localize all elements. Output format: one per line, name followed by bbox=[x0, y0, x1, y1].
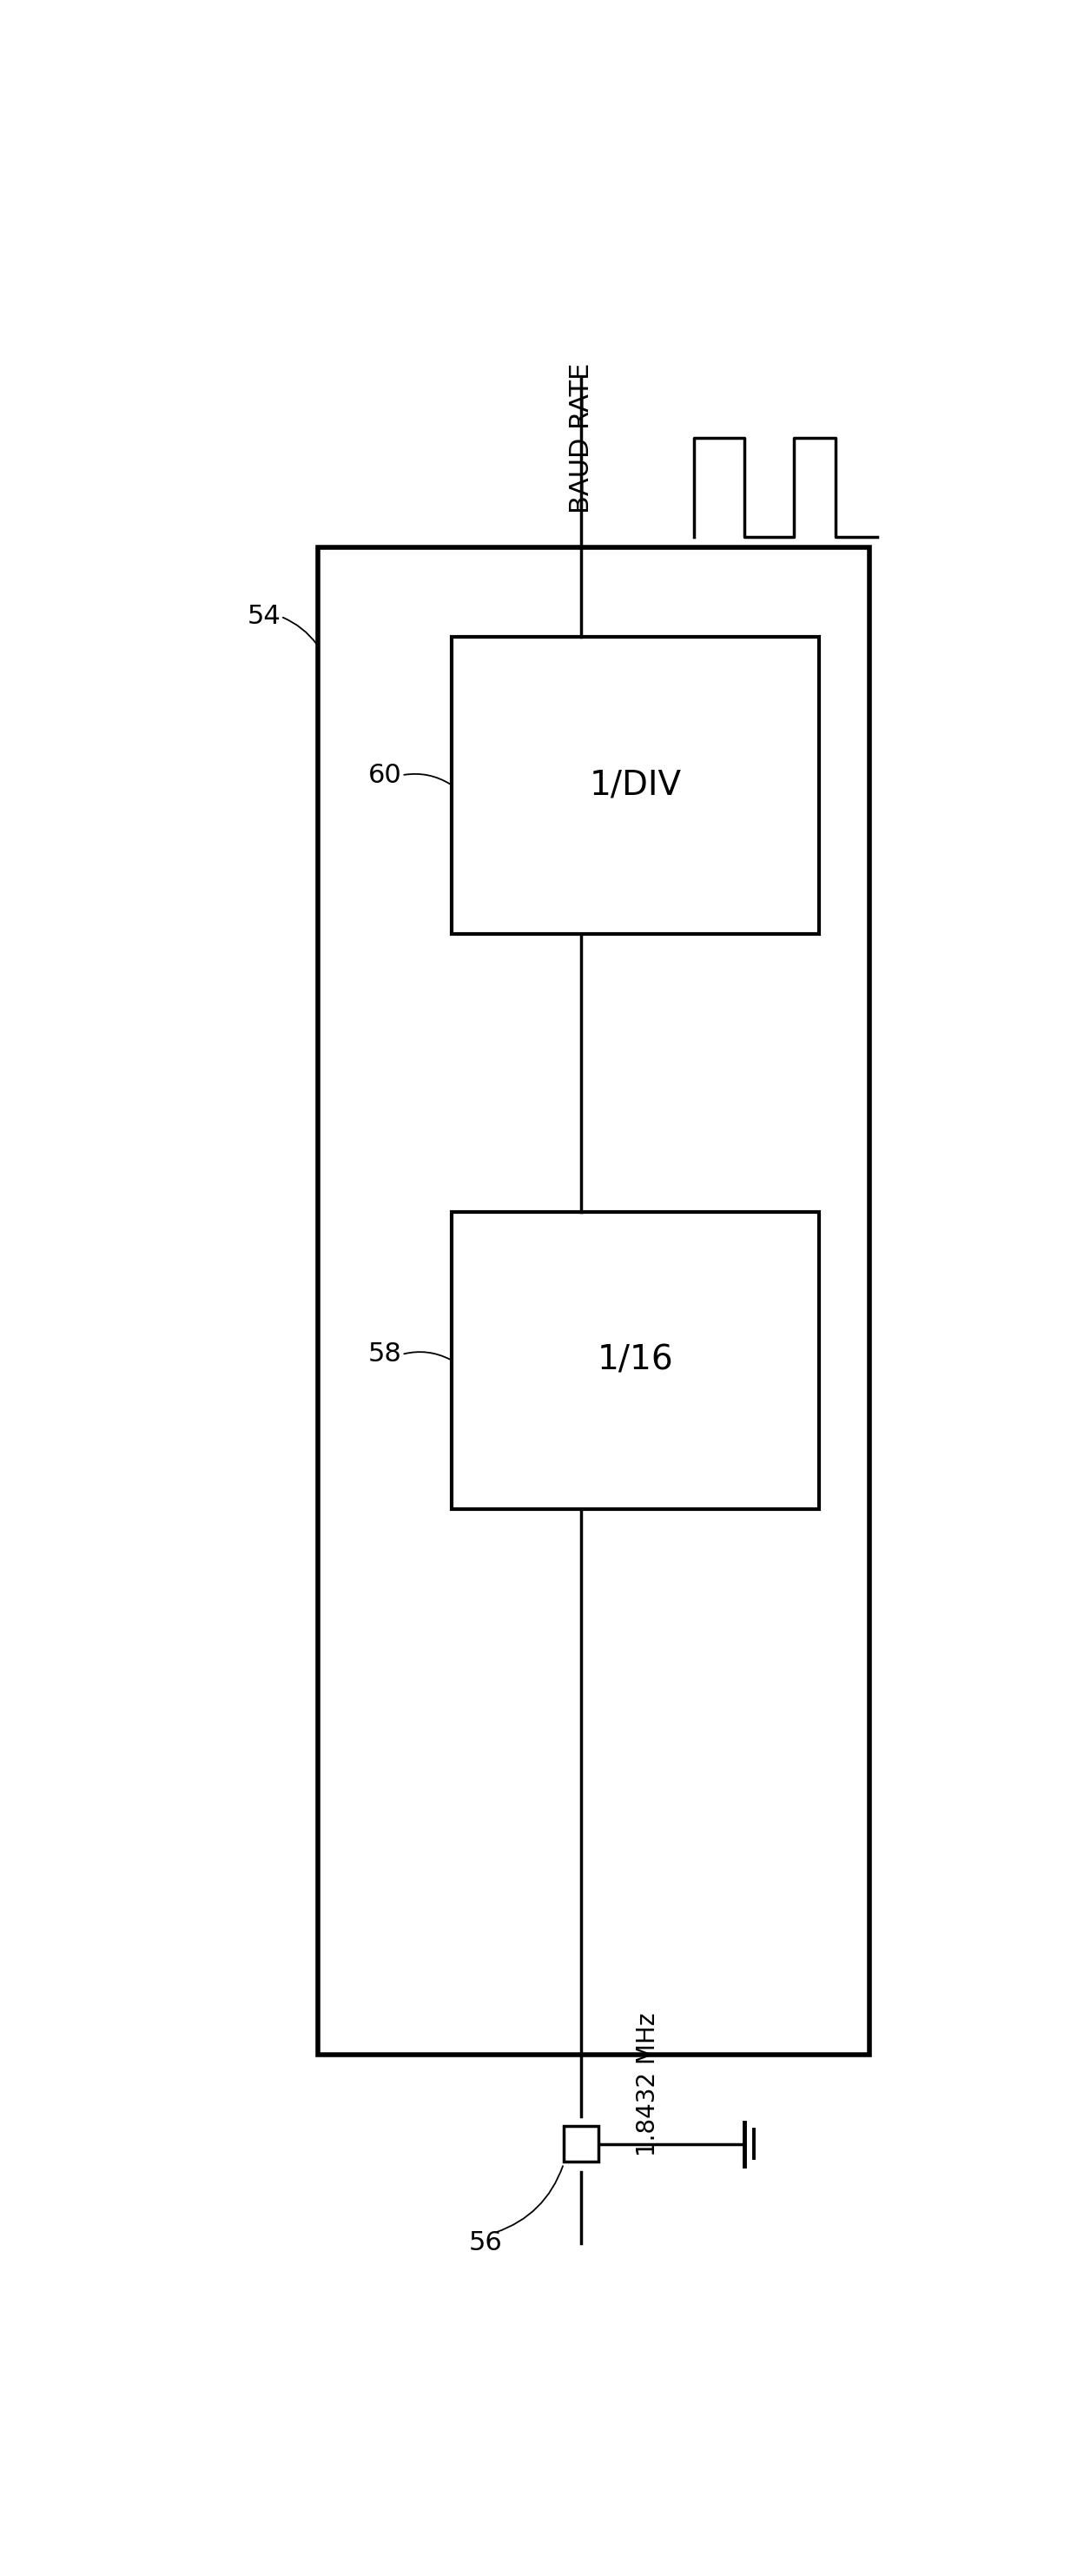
Text: BAUD RATE: BAUD RATE bbox=[569, 363, 593, 513]
Bar bbox=[319, 546, 869, 2056]
Text: 56: 56 bbox=[468, 2231, 502, 2257]
Bar bbox=[563, 2125, 599, 2161]
Bar bbox=[452, 636, 819, 935]
Text: 1/16: 1/16 bbox=[598, 1345, 673, 1378]
Bar bbox=[452, 1211, 819, 1510]
Text: 1/DIV: 1/DIV bbox=[589, 768, 682, 801]
Text: 60: 60 bbox=[368, 762, 402, 788]
Text: 1.8432 MHz: 1.8432 MHz bbox=[635, 2012, 660, 2156]
Text: 58: 58 bbox=[368, 1342, 402, 1368]
Text: 54: 54 bbox=[248, 603, 281, 629]
